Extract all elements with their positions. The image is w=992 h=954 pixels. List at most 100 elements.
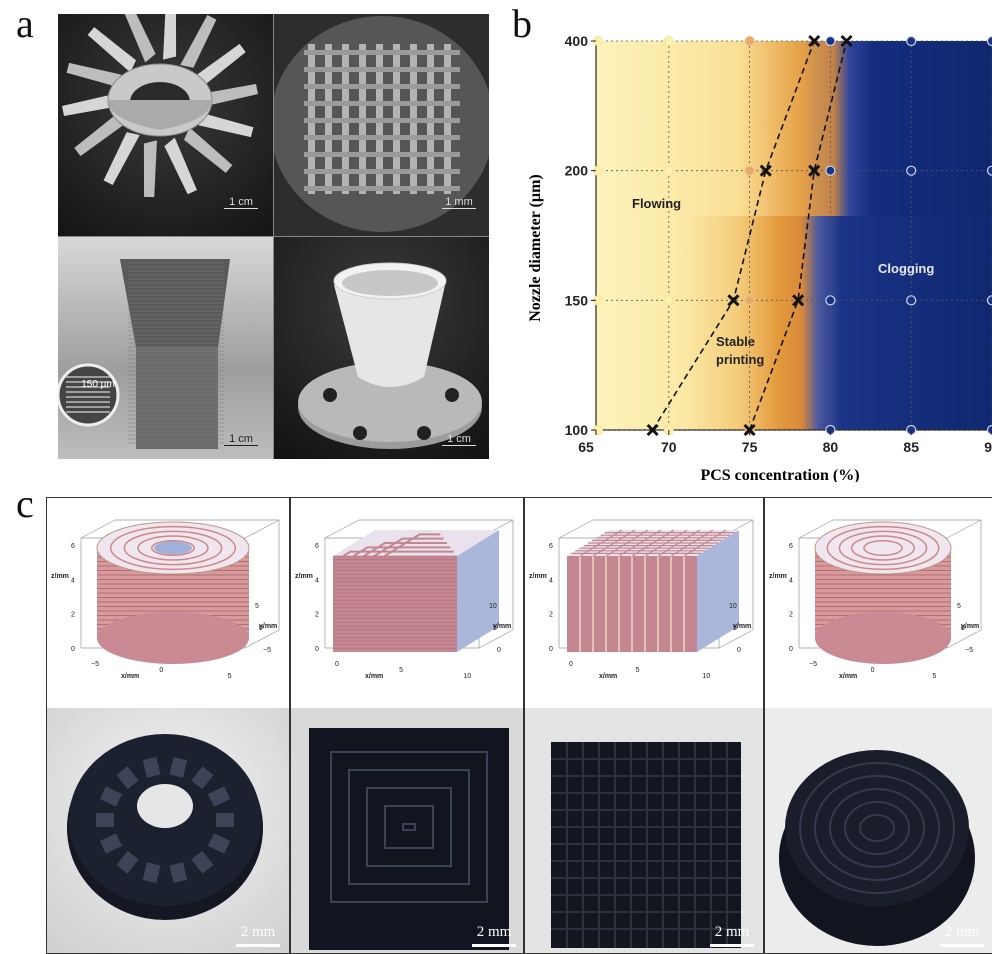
z-tick: 2 [315, 612, 319, 619]
x-tick: 5 [399, 667, 403, 674]
scale-bar-turbine: 1 cm [216, 196, 266, 212]
y-tick-label: 200 [565, 163, 589, 179]
c-scale-2: 2 mm [467, 924, 521, 947]
y-tick: 5 [255, 603, 259, 610]
y-tick: 5 [493, 625, 497, 632]
c-photo-1: 2 mm [47, 708, 289, 953]
grid-point [663, 35, 674, 47]
panel-a: 1 cm 1 mm 150 µm 1 cm [58, 14, 489, 459]
turbine-photo: 1 cm [58, 14, 273, 236]
scale-bar-cup: 1 cm [216, 433, 266, 449]
cup-image [58, 259, 230, 449]
x-tick: 0 [569, 661, 573, 668]
region-label-stable-printing-2: printing [716, 352, 764, 367]
panel-c-col-4: z/mm 0 2 4 6 x/mm −5 0 5 y/mm 5 0 −5 2 mm [764, 497, 992, 954]
y-tick: 0 [737, 647, 741, 654]
grid-point [744, 35, 755, 47]
y-tick: 5 [733, 625, 737, 632]
x-tick: 5 [228, 673, 232, 680]
y-tick: 10 [729, 603, 737, 610]
x-tick: 5 [932, 673, 936, 680]
vase-image [298, 262, 482, 449]
grid-point [986, 165, 992, 176]
region-label-clogging: Clogging [878, 261, 934, 276]
z-tick: 0 [71, 646, 75, 653]
grid-point [906, 165, 917, 176]
z-tick: 0 [549, 646, 553, 653]
x-tick: 5 [636, 667, 640, 674]
grid-point [663, 165, 674, 176]
grid-point [986, 424, 992, 436]
y-axis-label: y/mm [493, 623, 511, 630]
x-axis-label: x/mm [121, 673, 139, 680]
grid-point [825, 35, 836, 47]
y-tick: 0 [961, 625, 965, 632]
turbine-image [62, 14, 258, 198]
phase-diagram-chart: 65 70 75 80 85 90 100 150 200 400 Flowing Stable… [527, 33, 992, 482]
y-tick: 0 [259, 625, 263, 632]
c-3d-plot-4: z/mm 0 2 4 6 x/mm −5 0 5 y/mm 5 0 −5 [769, 519, 982, 680]
region-label-flowing: Flowing [632, 196, 681, 211]
x-tick-label: 80 [823, 439, 839, 455]
boundary-marker [808, 164, 821, 177]
x-tick: 10 [702, 673, 710, 680]
lattice-photo: 1 mm [274, 14, 489, 236]
y-axis-label: Nozzle diameter (µm) [527, 174, 544, 322]
z-axis-label: z/mm [769, 573, 787, 580]
printed-structure [814, 521, 952, 664]
boundary-marker [808, 34, 821, 48]
z-tick: 2 [549, 612, 553, 619]
printed-structure [567, 529, 739, 652]
grid-point [744, 165, 755, 176]
c-3d-plot-3: z/mm 0 2 4 6 x/mm 0 5 10 y/mm 10 5 0 [529, 519, 754, 680]
z-axis-label: z/mm [529, 573, 547, 580]
z-tick: 4 [789, 577, 793, 584]
panel-label-c: c [16, 481, 34, 526]
grid-point [744, 295, 755, 306]
x-tick: 10 [463, 673, 471, 680]
c-photo-3: 2 mm [525, 708, 763, 953]
cup-photo: 150 µm 1 cm [58, 237, 273, 459]
z-tick: 6 [71, 543, 75, 550]
panel-label-b: b [512, 1, 532, 46]
boundary-right-line [748, 40, 848, 431]
x-axis-label: PCS concentration (%) [700, 467, 859, 482]
y-tick: 0 [497, 647, 501, 654]
vase-photo: 1 cm [274, 237, 489, 459]
c-3d-plot-2: z/mm 0 2 4 6 x/mm 0 5 10 y/mm 10 5 0 [295, 519, 514, 680]
y-tick-label: 400 [565, 33, 589, 49]
boundary-marker [840, 34, 853, 48]
grid-point [825, 295, 836, 306]
region-label-stable-printing: Stable [716, 334, 755, 349]
x-tick-label: 85 [903, 439, 919, 455]
panel-c-col-1: z/mm 0 2 4 6 x/mm −5 0 5 y/mm 5 0 −5 2 mm [46, 497, 290, 954]
grid-point [663, 295, 674, 306]
z-tick: 6 [789, 543, 793, 550]
scale-bar-vase: 1 cm [434, 433, 484, 449]
panel-c-col-2: z/mm 0 2 4 6 x/mm 0 5 10 y/mm 10 5 0 2 mm [290, 497, 524, 954]
x-tick: 0 [159, 667, 163, 674]
c-scale-3: 2 mm [705, 924, 759, 947]
boundary-marker [646, 423, 659, 437]
boundary-left-line [651, 40, 815, 431]
x-tick-label: 70 [661, 439, 677, 455]
panel-c-col-3: z/mm 0 2 4 6 x/mm 0 5 10 y/mm 10 5 0 2 mm [524, 497, 764, 954]
z-tick: 4 [315, 577, 319, 584]
c-scale-1: 2 mm [231, 924, 285, 947]
boundary-marker [792, 294, 805, 307]
grid-point [825, 165, 836, 176]
grid-point [906, 295, 917, 306]
z-axis-label: z/mm [51, 573, 69, 580]
c-photo-4: 2 mm [765, 708, 992, 953]
printed-structure [333, 530, 499, 652]
z-axis-label: z/mm [295, 573, 313, 580]
lattice-image [274, 16, 489, 232]
z-tick: 6 [315, 543, 319, 550]
y-tick-label: 150 [565, 292, 589, 308]
c-scale-4: 2 mm [935, 924, 989, 947]
y-axis-label: y/mm [961, 623, 979, 630]
z-tick: 2 [71, 612, 75, 619]
y-tick: −5 [965, 647, 973, 654]
z-tick: 4 [549, 577, 553, 584]
grid-point [986, 295, 992, 306]
